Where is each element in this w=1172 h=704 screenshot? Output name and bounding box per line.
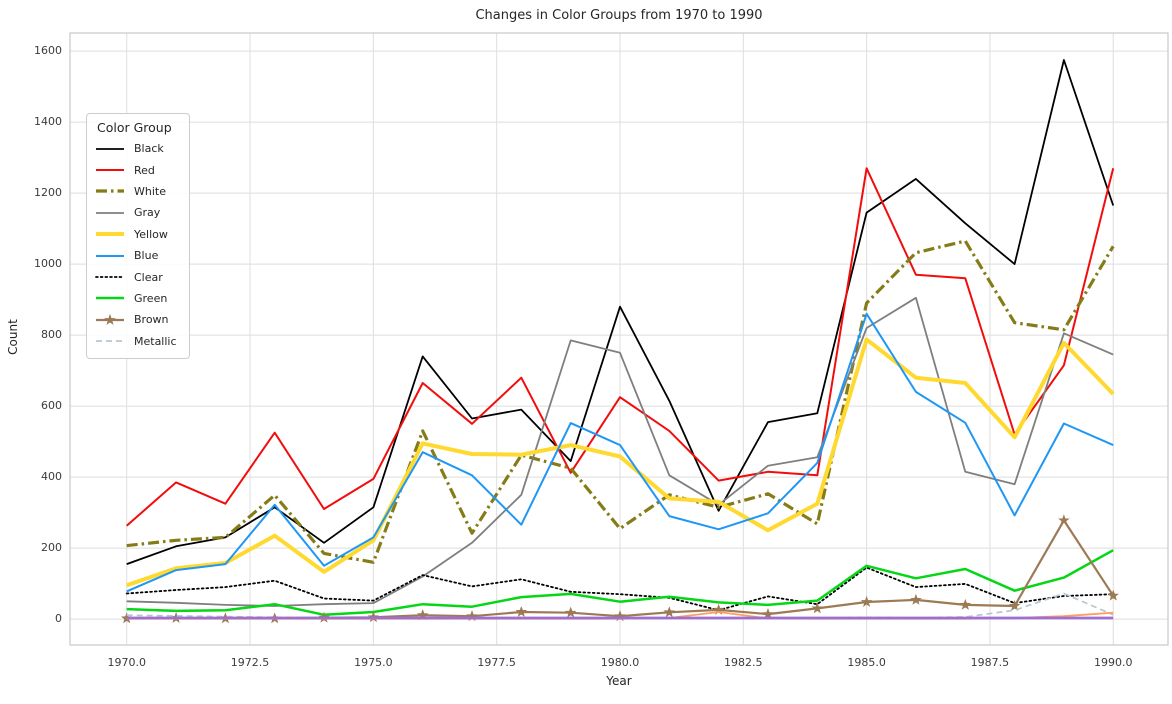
series-line-green — [126, 549, 1114, 617]
series-line-blue — [126, 312, 1114, 593]
legend: Color Group Black Red White Gray Yellow Blue C… — [86, 113, 190, 359]
legend-line-sample-yellow — [96, 232, 124, 237]
y-tick-label: 800 — [41, 328, 62, 342]
legend-line-sample-metallic — [96, 340, 124, 343]
legend-line-sample-red — [96, 169, 124, 172]
legend-item-green: Green — [95, 288, 177, 309]
series-line-black — [126, 59, 1115, 565]
marker-star-brown — [663, 606, 676, 618]
marker-star-brown — [959, 598, 971, 610]
legend-line-sample-white — [96, 189, 124, 194]
x-tick-label: 1970.0 — [107, 656, 146, 669]
series-line-yellow — [126, 337, 1115, 588]
marker-star-brown — [515, 606, 528, 617]
legend-label: Yellow — [134, 227, 168, 241]
y-tick-label: 1400 — [34, 115, 62, 129]
legend-label: Red — [134, 163, 155, 177]
legend-line-sample-blue — [96, 254, 124, 257]
legend-item-yellow: Yellow — [95, 224, 177, 245]
marker-star-brown — [762, 608, 774, 619]
legend-item-red: Red — [95, 159, 177, 180]
chart-title: Changes in Color Groups from 1970 to 199… — [475, 8, 763, 23]
legend-label: Gray — [134, 206, 161, 220]
marker-star-brown — [910, 593, 922, 605]
marker-star-brown — [1107, 589, 1119, 601]
legend-line-sample-brown — [96, 313, 124, 325]
x-tick-label: 1990.0 — [1093, 656, 1133, 669]
series-line-white — [126, 239, 1115, 564]
y-tick-label: 200 — [41, 541, 62, 555]
y-tick-label: 1000 — [34, 257, 62, 271]
x-tick-label: 1985.0 — [847, 656, 886, 669]
legend-label: White — [134, 184, 166, 198]
legend-label: Black — [134, 142, 164, 156]
plot-border — [69, 32, 1169, 646]
x-tick-label: 1972.5 — [230, 656, 270, 669]
x-tick-label: 1987.5 — [970, 656, 1010, 669]
legend-item-clear: Clear — [95, 266, 177, 287]
marker-star-brown — [1058, 514, 1070, 526]
y-tick-label: 0 — [55, 612, 62, 626]
legend-items: Black Red White Gray Yellow Blue Clear Green Bro… — [95, 138, 177, 352]
legend-item-black: Black — [95, 138, 177, 159]
series-line-red — [126, 167, 1115, 527]
legend-line-sample-black — [96, 147, 124, 150]
marker-star-brown — [564, 606, 577, 618]
legend-label: Blue — [134, 249, 159, 263]
legend-item-metallic: Metallic — [95, 331, 177, 352]
legend-label: Metallic — [134, 334, 177, 348]
x-axis-label: Year — [606, 674, 632, 688]
legend-line-sample-gray — [96, 211, 124, 214]
x-tick-label: 1975.0 — [354, 656, 393, 669]
legend-line-sample-clear — [95, 276, 125, 278]
y-tick-label: 400 — [41, 470, 62, 484]
x-tick-label: 1982.5 — [724, 656, 763, 669]
legend-item-brown: Brown — [95, 309, 177, 330]
marker-star-brown — [860, 595, 873, 608]
x-tick-label: 1977.5 — [477, 656, 516, 669]
series-line-clear — [125, 566, 1115, 612]
legend-item-white: White — [95, 181, 177, 202]
y-tick-label: 1600 — [34, 44, 62, 58]
x-tick-label: 1980.0 — [600, 656, 640, 669]
legend-label: Clear — [134, 270, 163, 284]
marker-star-brown — [1008, 599, 1021, 611]
legend-line-sample-green — [96, 297, 124, 300]
series-line-gray — [126, 296, 1114, 607]
legend-item-blue: Blue — [95, 245, 177, 266]
y-tick-label: 1200 — [34, 186, 62, 200]
legend-label: Green — [134, 291, 168, 305]
legend-item-gray: Gray — [95, 202, 177, 223]
y-tick-label: 600 — [41, 399, 62, 413]
marker-star-brown — [811, 602, 824, 614]
legend-label: Brown — [134, 313, 169, 327]
legend-title: Color Group — [97, 120, 172, 135]
